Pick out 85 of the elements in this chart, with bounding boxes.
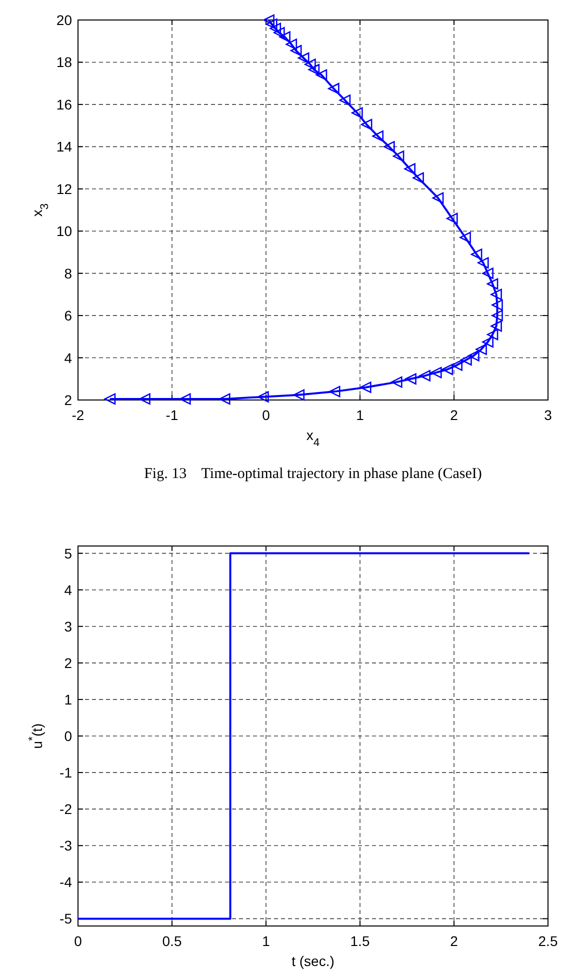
- point: [328, 82, 340, 94]
- point: [492, 299, 503, 311]
- point: [339, 94, 351, 106]
- x-tick-label: -1: [166, 407, 178, 423]
- y-tick-label: 2: [64, 392, 72, 408]
- point: [360, 118, 372, 130]
- point: [490, 320, 502, 332]
- y-tick-label: 20: [56, 12, 72, 28]
- x-tick-label: 0.5: [162, 933, 182, 949]
- point: [360, 382, 372, 393]
- y-tick-label: 10: [56, 223, 72, 240]
- point: [383, 141, 395, 152]
- point: [270, 22, 282, 34]
- point: [482, 336, 494, 348]
- point: [482, 268, 494, 279]
- point: [451, 360, 462, 371]
- point: [258, 391, 269, 402]
- point: [391, 376, 402, 388]
- y-tick-label: 16: [56, 96, 72, 112]
- text: Fig. 13 Time-optimal trajectory in phase plane (CaseI): [144, 466, 482, 482]
- y-tick-label: 18: [56, 54, 72, 70]
- point: [470, 248, 482, 260]
- point: [446, 212, 458, 224]
- point: [293, 389, 305, 401]
- point: [308, 64, 320, 76]
- point: [405, 373, 416, 385]
- point: [352, 107, 363, 119]
- point: [304, 58, 316, 70]
- point: [442, 364, 454, 376]
- point: [432, 192, 444, 204]
- point: [477, 257, 489, 268]
- point: [286, 38, 298, 50]
- point: [404, 163, 416, 174]
- y-tick-label: 12: [56, 180, 72, 197]
- x-tick-label: 0: [74, 933, 82, 949]
- point: [419, 370, 431, 382]
- x-tick-label: 2: [450, 933, 458, 949]
- point: [104, 393, 116, 405]
- y-tick-label: -3: [60, 838, 72, 854]
- point: [460, 232, 471, 244]
- x-axis-title: x$_{4}$: [306, 427, 320, 449]
- point: [468, 350, 480, 362]
- y-tick-label: -4: [60, 874, 72, 890]
- y-tick-label: -5: [60, 910, 72, 927]
- point: [492, 310, 503, 322]
- y-tick-label: 0: [64, 728, 72, 744]
- point: [430, 366, 442, 378]
- point: [180, 393, 191, 405]
- x-axis-title: t (sec.): [292, 953, 334, 969]
- point: [486, 328, 498, 340]
- y-tick-label: 5: [64, 545, 72, 562]
- y-tick-label: 4: [64, 350, 72, 366]
- y-tick-label: 2: [64, 654, 72, 671]
- x-tick-label: 2: [450, 407, 458, 423]
- point: [392, 150, 404, 162]
- point: [266, 18, 278, 30]
- point: [328, 386, 340, 398]
- y-tick-label: 1: [64, 691, 72, 708]
- point: [490, 288, 502, 300]
- x-tick-label: 0: [262, 407, 270, 423]
- y-tick-label: 6: [64, 308, 72, 324]
- point: [460, 354, 472, 366]
- point: [486, 278, 498, 290]
- point: [290, 44, 302, 56]
- point: [412, 172, 424, 184]
- y-tick-label: 8: [64, 265, 72, 282]
- point: [218, 393, 230, 405]
- point: [372, 130, 384, 142]
- x-tick-label: 1.5: [350, 933, 370, 949]
- x-tick-label: 1: [356, 407, 364, 423]
- y-tick-label: 4: [64, 582, 72, 598]
- x-tick-label: 2.5: [538, 933, 558, 949]
- point: [274, 27, 285, 38]
- y-tick-label: 14: [56, 138, 72, 155]
- point: [263, 14, 274, 26]
- point: [139, 393, 150, 405]
- point: [279, 31, 290, 43]
- y-tick-label: -2: [60, 801, 72, 818]
- y-tick-label: -1: [60, 764, 72, 781]
- point: [316, 69, 328, 81]
- point: [298, 52, 310, 64]
- y-tick-label: 3: [64, 618, 72, 634]
- point: [476, 344, 487, 355]
- x-tick-label: 3: [544, 407, 552, 423]
- x-tick-label: 1: [262, 933, 270, 949]
